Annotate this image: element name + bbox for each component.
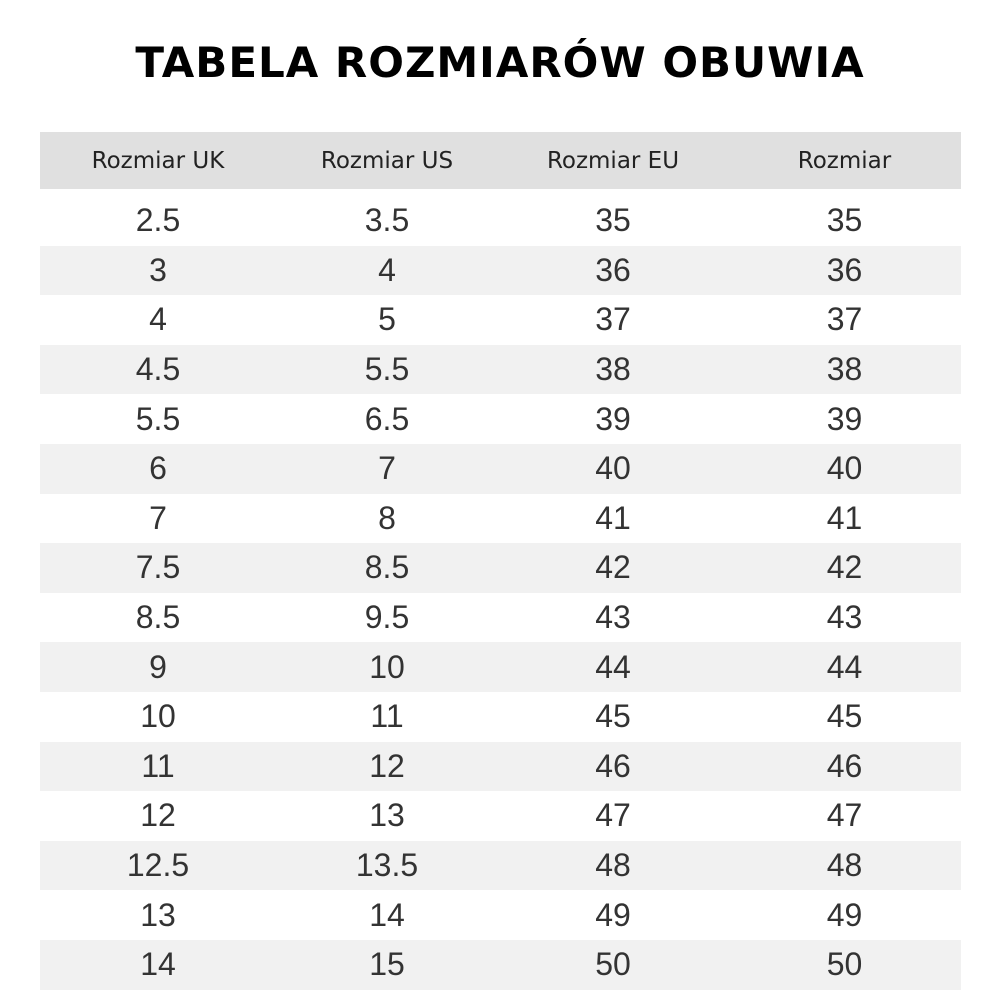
table-row: 4 5 37 37	[40, 295, 961, 345]
header-size: Rozmiar	[797, 147, 892, 174]
table-body: 2.5 3.5 35 35 3 4 36 36 4 5 37 37 4.5 5.5 38 38 5.5 6.5 39…	[40, 196, 961, 990]
table-cell: 9	[149, 648, 167, 685]
table-cell: 5	[378, 301, 396, 338]
table-cell: 2.5	[135, 202, 181, 239]
table-cell: 46	[595, 747, 631, 784]
table-row: 5.5 6.5 39 39	[40, 394, 961, 444]
table-row: 4.5 5.5 38 38	[40, 344, 961, 395]
table-cell: 45	[826, 698, 863, 735]
table-cell: 44	[595, 648, 631, 685]
table-cell: 39	[826, 400, 863, 437]
table-cell: 12	[369, 747, 405, 784]
table-cell: 6.5	[364, 400, 410, 437]
table-cell: 40	[826, 450, 863, 487]
table-cell: 43	[826, 599, 863, 636]
table-cell: 14	[140, 946, 176, 983]
table-cell: 7.5	[135, 549, 181, 586]
table-cell: 49	[595, 896, 631, 933]
table-cell: 41	[826, 499, 863, 536]
table-cell: 48	[826, 847, 863, 884]
table-cell: 35	[826, 202, 863, 239]
table-cell: 42	[595, 549, 631, 586]
table-cell: 11	[370, 698, 404, 735]
table-row: 14 15 50 50	[40, 939, 961, 990]
table-cell: 43	[595, 599, 631, 636]
table-cell: 3.5	[364, 202, 410, 239]
table-cell: 49	[826, 896, 863, 933]
table-cell: 7	[149, 499, 167, 536]
table-row: 7 8 41 41	[40, 494, 961, 544]
header-uk: Rozmiar UK	[91, 147, 225, 174]
table-cell: 37	[595, 301, 631, 338]
table-cell: 8	[378, 499, 396, 536]
table-cell: 38	[595, 351, 631, 388]
table-cell: 8.5	[364, 549, 410, 586]
table-row: 12.5 13.5 48 48	[40, 840, 961, 891]
table-cell: 5.5	[364, 351, 410, 388]
table-row: 9 10 44 44	[40, 642, 961, 692]
table-row: 6 7 40 40	[40, 443, 961, 494]
table-cell: 4.5	[135, 351, 181, 388]
table-cell: 8.5	[135, 599, 181, 636]
table-cell: 11	[141, 747, 175, 784]
table-row: 11 12 46 46	[40, 741, 961, 792]
table-cell: 4	[378, 251, 396, 288]
table-cell: 48	[595, 847, 631, 884]
table-cell: 41	[595, 499, 631, 536]
header-us: Rozmiar US	[320, 147, 454, 174]
table-cell: 39	[595, 400, 631, 437]
table-cell: 36	[826, 251, 863, 288]
table-cell: 4	[149, 301, 167, 338]
table-cell: 10	[369, 648, 405, 685]
table-cell: 50	[595, 946, 631, 983]
table-cell: 46	[826, 747, 863, 784]
table-cell: 10	[140, 698, 176, 735]
size-table: Rozmiar UK Rozmiar US Rozmiar EU Rozmiar…	[40, 132, 961, 990]
table-cell: 9.5	[364, 599, 410, 636]
table-cell: 42	[826, 549, 863, 586]
table-cell: 13	[140, 896, 176, 933]
table-row: 12 13 47 47	[40, 791, 961, 841]
table-row: 8.5 9.5 43 43	[40, 593, 961, 643]
table-row: 2.5 3.5 35 35	[40, 196, 961, 246]
table-cell: 5.5	[135, 400, 181, 437]
table-cell: 6	[149, 450, 167, 487]
table-cell: 40	[595, 450, 631, 487]
table-row: 7.5 8.5 42 42	[40, 543, 961, 593]
table-cell: 13.5	[355, 847, 419, 884]
table-cell: 7	[378, 450, 396, 487]
table-header: Rozmiar UK Rozmiar US Rozmiar EU Rozmiar	[40, 132, 961, 189]
table-cell: 35	[595, 202, 631, 239]
table-cell: 45	[595, 698, 631, 735]
table-cell: 36	[595, 251, 631, 288]
header-eu: Rozmiar EU	[546, 147, 680, 174]
table-cell: 13	[369, 797, 405, 834]
table-cell: 15	[369, 946, 405, 983]
table-cell: 12	[140, 797, 176, 834]
table-row: 13 14 49 49	[40, 890, 961, 940]
table-cell: 38	[826, 351, 863, 388]
table-cell: 37	[826, 301, 863, 338]
table-cell: 3	[149, 251, 167, 288]
table-cell: 44	[826, 648, 863, 685]
table-row: 10 11 45 45	[40, 692, 961, 742]
table-cell: 50	[826, 946, 863, 983]
table-cell: 12.5	[126, 847, 190, 884]
table-row: 3 4 36 36	[40, 245, 961, 296]
page-title: TABELA ROZMIARÓW OBUWIA	[135, 38, 865, 87]
table-cell: 47	[826, 797, 863, 834]
table-cell: 47	[595, 797, 631, 834]
table-cell: 14	[369, 896, 405, 933]
